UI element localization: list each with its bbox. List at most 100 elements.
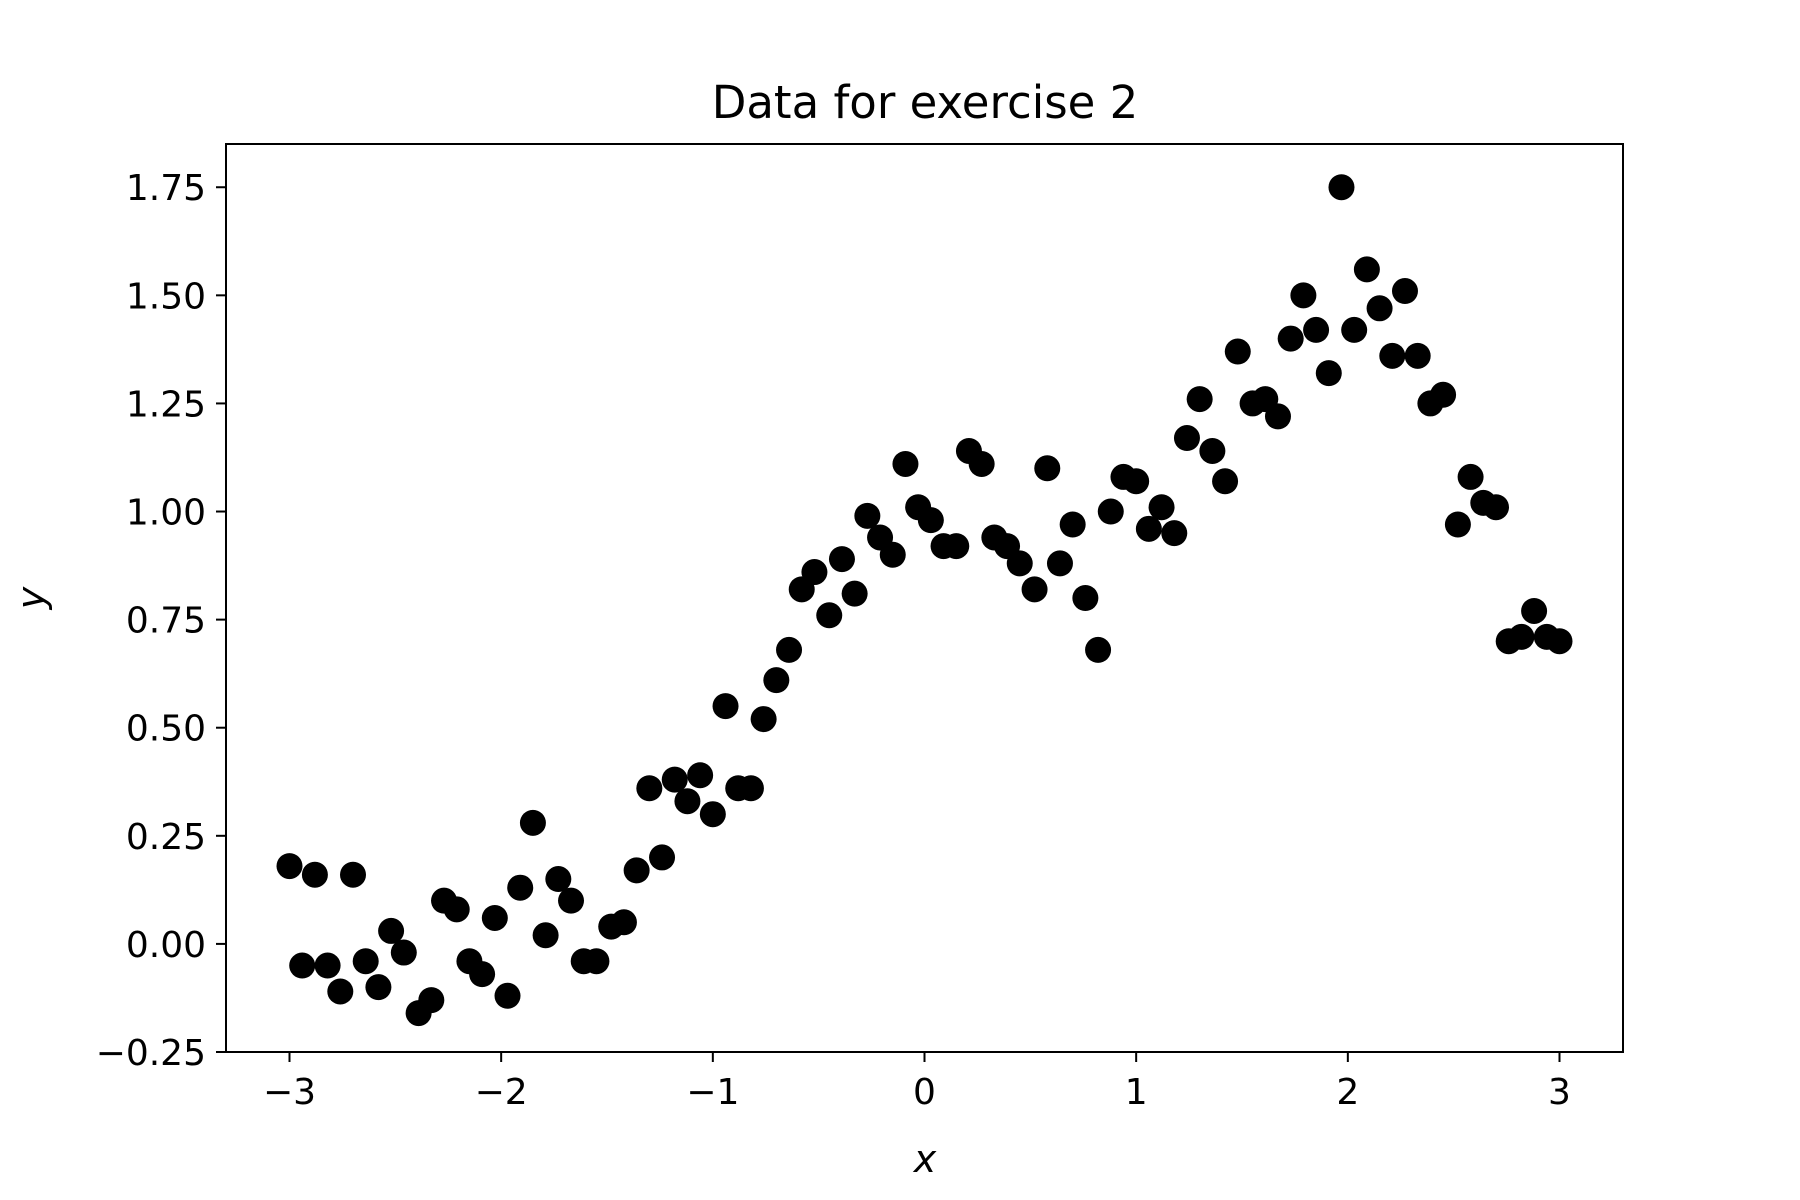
data-point bbox=[763, 667, 790, 694]
data-point bbox=[327, 978, 354, 1005]
y-axis: −0.25 0.00 0.25 0.50 0.75 1.00 1.25 1.50 1.75 bbox=[96, 168, 226, 1074]
y-tick-label: 0.50 bbox=[126, 709, 206, 750]
x-tick-label: −3 bbox=[263, 1072, 316, 1113]
y-tick-label: 1.75 bbox=[126, 168, 206, 209]
data-point bbox=[276, 853, 303, 880]
data-point bbox=[418, 987, 445, 1014]
data-point bbox=[1303, 316, 1330, 343]
data-point bbox=[1006, 550, 1033, 577]
data-point bbox=[636, 775, 663, 802]
data-point bbox=[776, 636, 803, 663]
data-point bbox=[1379, 342, 1406, 369]
data-point bbox=[623, 857, 650, 884]
data-point bbox=[1059, 511, 1086, 538]
data-point bbox=[1290, 282, 1317, 309]
data-point bbox=[699, 801, 726, 828]
data-point bbox=[841, 580, 868, 607]
y-tick-label: −0.25 bbox=[96, 1033, 206, 1074]
data-point bbox=[301, 861, 328, 888]
data-point bbox=[378, 917, 405, 944]
data-point bbox=[1123, 468, 1150, 495]
y-tick-label: 1.25 bbox=[126, 384, 206, 425]
data-point bbox=[1034, 455, 1061, 482]
y-tick-label: 0.00 bbox=[126, 925, 206, 966]
y-tick-label: 1.00 bbox=[126, 493, 206, 534]
data-point bbox=[545, 866, 572, 893]
data-point bbox=[519, 809, 546, 836]
data-point bbox=[1457, 463, 1484, 490]
data-point bbox=[583, 948, 610, 975]
x-tick-label: 3 bbox=[1548, 1072, 1571, 1113]
data-point bbox=[1315, 360, 1342, 387]
data-point bbox=[1085, 636, 1112, 663]
plot-frame bbox=[225, 143, 1624, 1053]
data-point bbox=[816, 602, 843, 629]
data-point bbox=[507, 874, 534, 901]
data-point bbox=[1212, 468, 1239, 495]
data-point bbox=[712, 693, 739, 720]
data-point bbox=[390, 939, 417, 966]
data-point bbox=[943, 533, 970, 560]
data-point bbox=[801, 559, 828, 586]
x-axis: −3 −2 −1 0 1 2 3 bbox=[263, 1052, 1571, 1113]
data-point bbox=[314, 952, 341, 979]
data-point bbox=[687, 762, 714, 789]
x-tick-label: −1 bbox=[686, 1072, 739, 1113]
data-point bbox=[352, 948, 379, 975]
data-point bbox=[1366, 295, 1393, 322]
data-point bbox=[494, 982, 521, 1009]
data-point bbox=[443, 896, 470, 923]
data-point bbox=[1186, 386, 1213, 413]
data-point bbox=[1072, 585, 1099, 611]
data-point bbox=[1046, 550, 1073, 577]
x-axis-label: x bbox=[913, 1137, 937, 1181]
data-point bbox=[481, 904, 508, 931]
data-point bbox=[532, 922, 559, 949]
data-point bbox=[1546, 628, 1573, 655]
data-point bbox=[892, 450, 919, 477]
x-tick-label: 0 bbox=[913, 1072, 936, 1113]
y-tick-label: 0.75 bbox=[126, 601, 206, 642]
y-axis-label: y bbox=[9, 586, 53, 610]
data-point bbox=[1353, 256, 1380, 283]
data-point bbox=[828, 546, 855, 573]
data-point bbox=[469, 961, 496, 988]
data-point bbox=[1148, 494, 1175, 521]
data-point bbox=[1483, 494, 1509, 521]
data-point bbox=[1135, 515, 1162, 542]
data-point bbox=[750, 706, 777, 733]
data-point bbox=[1097, 498, 1124, 525]
data-point bbox=[1430, 381, 1457, 408]
data-point bbox=[661, 766, 688, 793]
data-point bbox=[1173, 425, 1200, 452]
x-tick-label: −2 bbox=[475, 1072, 528, 1113]
y-tick-label: 0.25 bbox=[126, 817, 206, 858]
data-point bbox=[737, 775, 764, 802]
x-tick-label: 2 bbox=[1336, 1072, 1359, 1113]
data-point bbox=[854, 502, 881, 529]
data-point bbox=[968, 450, 995, 477]
data-point bbox=[1521, 597, 1548, 624]
data-point bbox=[1341, 316, 1368, 343]
data-point bbox=[1199, 437, 1226, 464]
data-point bbox=[1264, 403, 1291, 430]
x-tick-label: 1 bbox=[1125, 1072, 1148, 1113]
data-point bbox=[1021, 576, 1048, 603]
data-point bbox=[649, 844, 676, 871]
data-point bbox=[1224, 338, 1251, 365]
data-point bbox=[1277, 325, 1304, 352]
data-points bbox=[276, 174, 1573, 1027]
data-point bbox=[558, 887, 585, 914]
data-point bbox=[917, 507, 944, 534]
data-point bbox=[1391, 278, 1418, 305]
data-point bbox=[674, 788, 701, 815]
data-point bbox=[340, 861, 366, 888]
data-point bbox=[1444, 511, 1471, 538]
chart-title: Data for exercise 2 bbox=[712, 76, 1139, 129]
data-point bbox=[610, 909, 637, 936]
data-point bbox=[1161, 520, 1188, 547]
data-point bbox=[365, 974, 392, 1001]
data-point bbox=[289, 952, 316, 979]
data-point bbox=[879, 541, 906, 568]
data-point bbox=[1328, 174, 1355, 201]
